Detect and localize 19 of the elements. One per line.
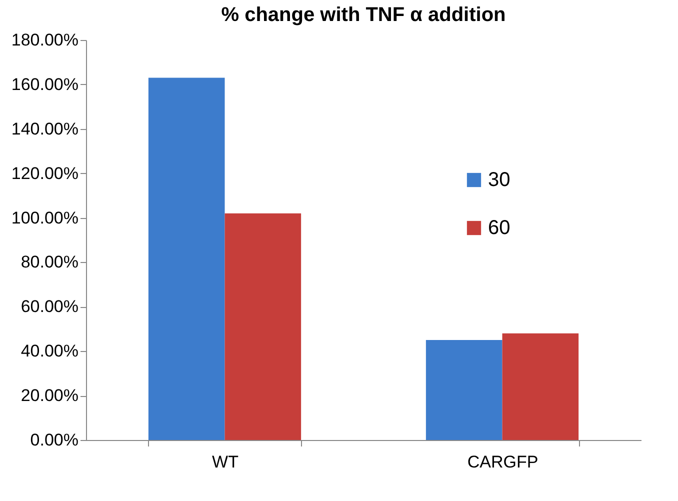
bar — [148, 78, 225, 440]
bar — [426, 340, 502, 440]
legend-label: 60 — [488, 217, 510, 239]
y-tick-label: 80.00% — [20, 252, 78, 272]
y-tick-label: 160.00% — [11, 74, 78, 94]
y-tick-label: 0.00% — [30, 430, 78, 450]
bar — [224, 213, 302, 440]
y-tick-label: 60.00% — [20, 297, 78, 316]
y-tick-label: 100.00% — [11, 208, 78, 228]
y-tick-label: 180.00% — [11, 30, 78, 50]
chart-title: % change with TNF α addition — [221, 4, 506, 26]
legend-label: 30 — [488, 169, 510, 191]
y-tick-label: 40.00% — [20, 342, 78, 361]
x-tick-label: CARGFP — [467, 452, 538, 472]
bar — [502, 333, 579, 440]
x-tick-label: WT — [212, 452, 238, 472]
y-tick-label: 20.00% — [20, 386, 78, 406]
y-tick-label: 120.00% — [11, 164, 78, 183]
y-tick-label: 140.00% — [11, 119, 78, 138]
